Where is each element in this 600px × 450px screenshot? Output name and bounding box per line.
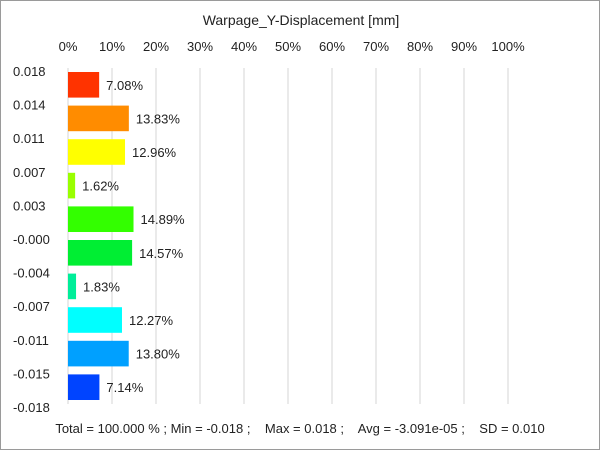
bar bbox=[68, 340, 129, 367]
y-tick-label: -0.000 bbox=[13, 232, 50, 247]
y-tick-label: 0.011 bbox=[13, 131, 45, 146]
y-tick-label: -0.018 bbox=[13, 400, 50, 415]
y-tick-label: 0.014 bbox=[13, 98, 46, 113]
y-tick-labels: 0.018 0.014 0.011 0.007 0.003 -0.000 -0.004 -0.… bbox=[13, 64, 50, 415]
bars bbox=[68, 72, 134, 400]
bar bbox=[68, 273, 77, 300]
bar-value-label: 14.89% bbox=[141, 212, 186, 227]
bar bbox=[68, 206, 134, 232]
bar-value-label: 1.83% bbox=[83, 279, 120, 294]
y-tick-label: 0.003 bbox=[13, 198, 46, 213]
bar bbox=[68, 139, 126, 165]
x-tick-label: 10% bbox=[99, 39, 125, 54]
x-tick-label: 80% bbox=[407, 39, 433, 54]
bar bbox=[68, 105, 129, 132]
bar bbox=[68, 240, 133, 266]
x-tick-label: 90% bbox=[451, 39, 477, 54]
x-tick-label: 30% bbox=[187, 39, 213, 54]
bar bbox=[68, 374, 100, 400]
x-tick-label: 0% bbox=[59, 39, 78, 54]
y-tick-label: -0.015 bbox=[13, 366, 50, 381]
y-tick-label: -0.011 bbox=[13, 333, 49, 348]
bar-value-label: 1.62% bbox=[82, 179, 119, 194]
bar-value-label: 7.08% bbox=[106, 78, 143, 93]
x-tick-label: 70% bbox=[363, 39, 389, 54]
x-tick-label: 60% bbox=[319, 39, 345, 54]
x-tick-label: 50% bbox=[275, 39, 301, 54]
y-tick-label: -0.007 bbox=[13, 299, 50, 314]
bar bbox=[68, 172, 76, 199]
bar-value-label: 13.80% bbox=[136, 347, 181, 362]
x-tick-labels: 0% 10% 20% 30% 40% 50% 60% 70% 80% 90% 100% bbox=[59, 39, 525, 54]
summary-statistics: Total = 100.000 % ; Min = -0.018 ; Max =… bbox=[55, 421, 545, 436]
bar-value-label: 7.14% bbox=[106, 380, 143, 395]
grid-lines bbox=[67, 68, 509, 404]
bar bbox=[68, 72, 100, 98]
bar bbox=[68, 307, 122, 333]
bar-value-label: 14.57% bbox=[139, 246, 184, 261]
bar-value-label: 12.27% bbox=[129, 313, 174, 328]
y-tick-label: 0.007 bbox=[13, 165, 46, 180]
chart-title: Warpage_Y-Displacement [mm] bbox=[203, 12, 400, 28]
y-tick-label: -0.004 bbox=[13, 266, 50, 281]
bar-value-label: 13.83% bbox=[136, 111, 181, 126]
bar-value-label: 12.96% bbox=[132, 145, 177, 160]
x-tick-label: 40% bbox=[231, 39, 257, 54]
x-tick-label: 100% bbox=[491, 39, 525, 54]
bar-value-labels: 7.08% 13.83% 12.96% 1.62% 14.89% 14.57% 1.83% 1… bbox=[82, 78, 185, 395]
y-tick-label: 0.018 bbox=[13, 64, 46, 79]
x-tick-label: 20% bbox=[143, 39, 169, 54]
